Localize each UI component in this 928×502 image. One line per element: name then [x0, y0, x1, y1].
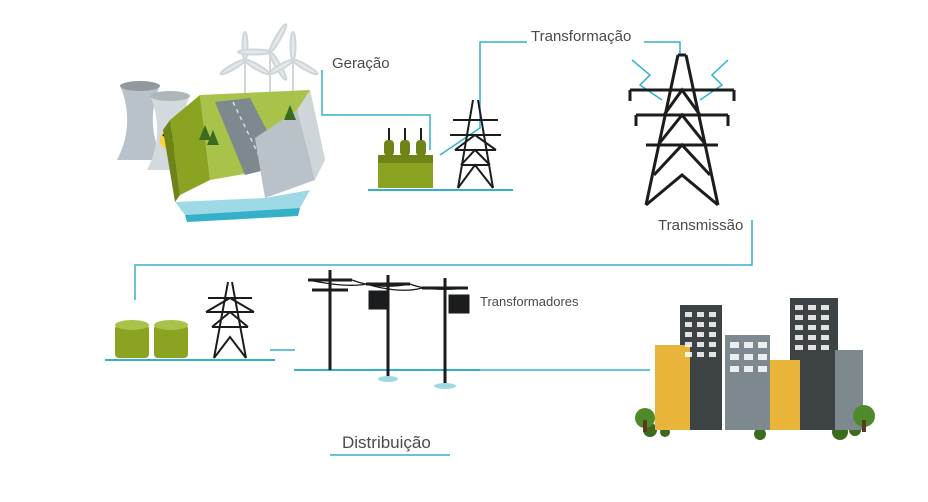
city-icon: [0, 0, 928, 502]
label-distribution: Distribuição: [342, 433, 431, 453]
label-transmission: Transmissão: [658, 217, 743, 234]
label-transformation: Transformação: [531, 28, 631, 45]
label-transformers: Transformadores: [480, 294, 579, 309]
label-generation: Geração: [332, 55, 390, 72]
diagram-stage: Geração Transformação Transmissão Transf…: [0, 0, 928, 502]
